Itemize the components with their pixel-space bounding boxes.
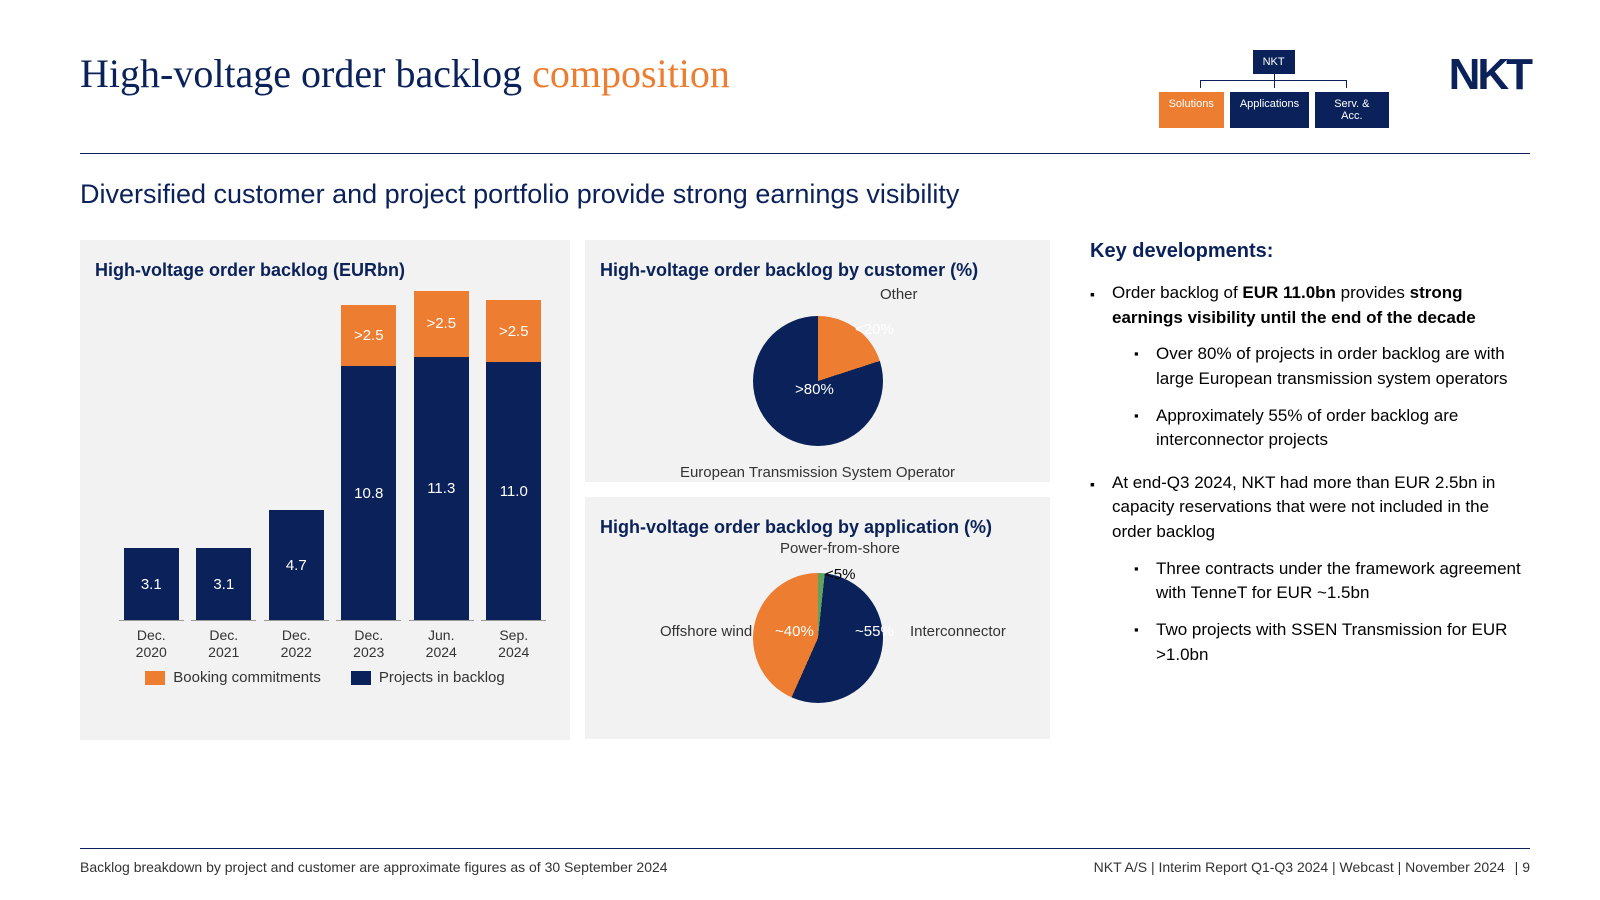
pie-customer-title: High-voltage order backlog by customer (… [600,260,1035,281]
org-child-serv: Serv. & Acc. [1315,92,1388,128]
pie-customer-panel: High-voltage order backlog by customer (… [585,240,1050,482]
bar-legend: Booking commitments Projects in backlog [95,669,555,686]
charts-column: High-voltage order backlog (EURbn) 3.1 3.… [80,240,1050,740]
bar-label-4: Jun.2024 [409,620,474,661]
pie-app-pct-offshore: ~40% [775,623,814,640]
key-bullet-2-1: Three contracts under the framework agre… [1134,557,1530,606]
page-title: High-voltage order backlog composition [80,50,730,97]
bar-projects-5: 11.0 [486,362,541,621]
bar-projects-3: 10.8 [341,366,396,621]
legend-swatch-navy [351,671,371,685]
legend-label-projects: Projects in backlog [379,669,505,686]
legend-label-bookings: Booking commitments [173,669,321,686]
bar-3: >2.510.8 [336,291,401,621]
pie-application-title: High-voltage order backlog by applicatio… [600,517,1035,538]
org-child-solutions: Solutions [1159,92,1224,128]
header: High-voltage order backlog composition N… [80,50,1530,128]
key-bullet-2: At end-Q3 2024, NKT had more than EUR 2.… [1090,471,1530,667]
title-part1: High-voltage order backlog [80,51,522,96]
key-bullet-2-2: Two projects with SSEN Transmission for … [1134,618,1530,667]
bar-label-2: Dec.2022 [264,620,329,661]
bar-chart-title: High-voltage order backlog (EURbn) [95,260,555,281]
bar-bookings-5: >2.5 [486,300,541,361]
bar-5: >2.511.0 [481,291,546,621]
pie-application-chart: Power-from-shore Offshore wind Interconn… [600,548,1035,728]
pie-application-panel: High-voltage order backlog by applicatio… [585,497,1050,739]
pie-app-label-pfs: Power-from-shore [780,540,900,557]
bar-label-1: Dec.2021 [191,620,256,661]
header-right: NKT Solutions Applications Serv. & Acc. … [1159,50,1530,128]
bar-chart: 3.13.14.7>2.510.8>2.511.3>2.511.0 Dec.20… [95,291,555,661]
title-part2: composition [532,51,730,96]
page-number: | 9 [1515,859,1530,875]
bar-label-0: Dec.2020 [119,620,184,661]
bar-projects-1: 3.1 [196,548,251,621]
pie-customer-label-main: European Transmission System Operator [600,464,1035,481]
legend-bookings: Booking commitments [145,669,321,686]
pie-customer-label-other: Other [880,286,918,303]
bar-0: 3.1 [119,291,184,621]
pie-customer-pct-other: <20% [855,321,894,338]
key-heading: Key developments: [1090,240,1530,263]
legend-swatch-orange [145,671,165,685]
bar-1: 3.1 [191,291,256,621]
slide: High-voltage order backlog composition N… [0,0,1600,900]
bar-2: 4.7 [264,291,329,621]
pie-app-label-inter: Interconnector [910,623,1006,640]
key-bullet-1: Order backlog of EUR 11.0bn provides str… [1090,281,1530,453]
bar-projects-0: 3.1 [124,548,179,621]
key-bullet-1-2: Approximately 55% of order backlog are i… [1134,404,1530,453]
org-tree: NKT Solutions Applications Serv. & Acc. [1159,50,1389,128]
pie-app-pct-pfs: <5% [825,566,855,583]
bar-projects-2: 4.7 [269,510,324,621]
divider [80,153,1530,154]
footer: Backlog breakdown by project and custome… [80,848,1530,875]
bar-label-3: Dec.2023 [336,620,401,661]
legend-projects: Projects in backlog [351,669,505,686]
bar-bookings-4: >2.5 [414,291,469,357]
bar-label-5: Sep.2024 [481,620,546,661]
footer-right: NKT A/S | Interim Report Q1-Q3 2024 | We… [1094,859,1530,875]
pie-app-pct-inter: ~55% [855,623,894,640]
footer-left: Backlog breakdown by project and custome… [80,859,668,875]
key-bullet-1-1: Over 80% of projects in order backlog ar… [1134,342,1530,391]
pie-charts-column: High-voltage order backlog by customer (… [585,240,1050,740]
subtitle: Diversified customer and project portfol… [80,179,1530,210]
pie-customer-pct-main: >80% [795,381,834,398]
content: High-voltage order backlog (EURbn) 3.1 3.… [80,240,1530,740]
org-top: NKT [1253,50,1295,74]
org-child-applications: Applications [1230,92,1309,128]
pie-customer-chart: Other <20% >80% European Transmission Sy… [600,291,1035,471]
bar-bookings-3: >2.5 [341,305,396,366]
bar-4: >2.511.3 [409,291,474,621]
key-developments: Key developments: Order backlog of EUR 1… [1070,240,1530,740]
bar-chart-panel: High-voltage order backlog (EURbn) 3.1 3.… [80,240,570,740]
logo: NKT [1449,50,1530,100]
pie-app-label-offshore: Offshore wind [660,623,752,640]
bar-projects-4: 11.3 [414,357,469,621]
